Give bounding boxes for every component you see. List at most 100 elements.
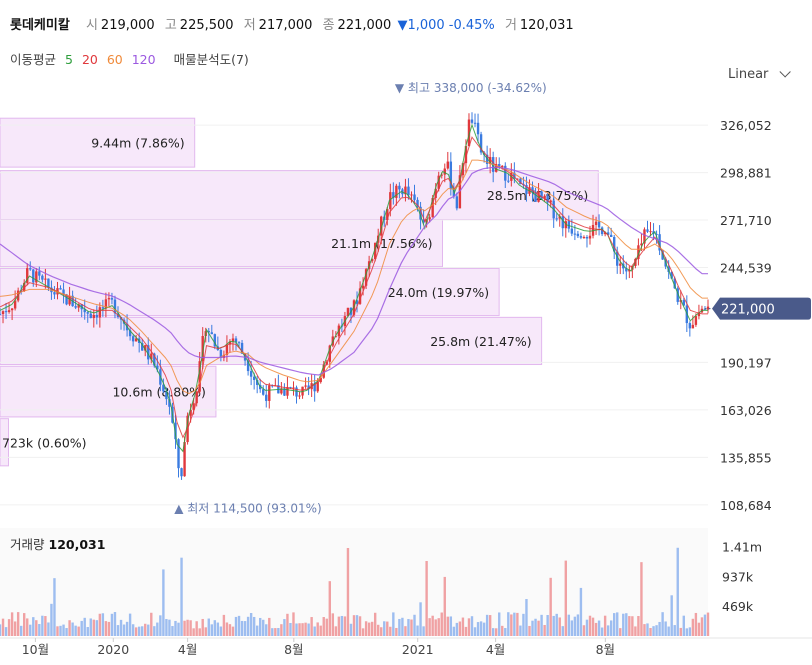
candle-body <box>286 386 289 396</box>
volume-bar <box>467 618 471 636</box>
volume-bar <box>162 569 165 636</box>
volume-bar <box>555 613 558 636</box>
volume-bar <box>92 619 95 636</box>
candle-body <box>47 278 50 288</box>
volume-bar <box>319 625 322 636</box>
volume-bar <box>95 620 99 636</box>
volume-bar <box>316 622 319 636</box>
ma-5-label: 5 <box>65 52 73 67</box>
candle-body <box>95 314 99 318</box>
y-tick-label: 190,197 <box>720 355 772 370</box>
volume-bar <box>168 619 171 636</box>
x-tick-label: 2020 <box>97 642 129 657</box>
volume-bar <box>401 617 404 636</box>
candle-body <box>422 219 425 223</box>
candle-body <box>673 278 676 289</box>
volume-bar <box>107 621 111 636</box>
candle-body <box>213 334 217 347</box>
candle-body <box>177 439 180 469</box>
volume-bar <box>613 613 616 636</box>
candle-body <box>600 227 604 235</box>
candle-body <box>531 187 534 193</box>
volume-bar <box>510 614 513 636</box>
candle-body <box>92 314 95 319</box>
volume-bar <box>16 612 20 636</box>
scale-selector[interactable]: Linear <box>728 66 791 82</box>
volume-bar <box>13 621 17 636</box>
candle-body <box>141 343 144 351</box>
grid-layer <box>0 124 708 506</box>
candle-body <box>392 192 395 198</box>
volume-bar <box>567 614 571 636</box>
candle-body <box>77 304 80 308</box>
candle-body <box>549 200 552 203</box>
volume-bar <box>65 628 68 636</box>
candle-body <box>131 336 135 342</box>
candle-body <box>7 310 11 313</box>
volume-bar <box>404 626 407 636</box>
volume-bar <box>540 614 543 636</box>
volume-bar <box>237 615 241 636</box>
volume-bar <box>513 612 516 636</box>
x-tick-label: 2021 <box>402 642 434 657</box>
candle-body <box>319 377 322 383</box>
candle-body <box>543 195 546 199</box>
volume-bar <box>703 614 707 636</box>
volume-bar <box>370 621 374 636</box>
volume-bar <box>186 619 189 636</box>
volume-bar <box>340 615 344 636</box>
volume-bar <box>174 620 177 636</box>
volume-bar <box>380 627 383 636</box>
volume-panel-label: 거래량 <box>10 537 45 552</box>
volume-profile-bar <box>0 316 543 366</box>
candle-body <box>597 221 601 228</box>
candle-body <box>41 275 44 280</box>
volume-bar <box>373 612 377 636</box>
candle-body <box>304 385 307 387</box>
x-tick-label: 8월 <box>284 642 303 657</box>
volume-bar <box>147 624 150 636</box>
candle-body <box>370 259 374 262</box>
volume-profile-bar <box>0 365 217 418</box>
volume-bar <box>171 626 174 636</box>
ma-120-line <box>0 166 708 376</box>
volume-bar <box>4 627 8 636</box>
volume-bar <box>670 595 673 636</box>
volume-bar <box>570 620 574 636</box>
candle-body <box>431 197 434 218</box>
indicator-bar: 이동평균 5 20 60 120 매물분석도(7) <box>10 49 254 68</box>
volume-bar <box>507 612 510 636</box>
candle-body <box>649 231 652 233</box>
volume-bar <box>649 627 652 636</box>
volume-bar <box>679 627 682 636</box>
volume-profile-bar <box>0 117 196 168</box>
volume-bar <box>198 628 201 636</box>
candle-body <box>89 313 92 319</box>
volume-bar <box>26 618 29 636</box>
volume-bar <box>44 616 47 636</box>
volume-bar <box>128 613 132 636</box>
volume-bar <box>661 612 664 636</box>
volume-bar <box>549 577 552 636</box>
volume-bar <box>274 628 277 636</box>
candle-body <box>628 269 631 272</box>
volume-bar <box>116 625 120 636</box>
candle-body <box>670 271 673 279</box>
volume-bar <box>473 627 477 636</box>
candle-body <box>358 288 362 304</box>
volume-profile-label[interactable]: 매물분석도(7) <box>173 52 249 67</box>
volume-bar <box>298 623 301 636</box>
volume-bar <box>89 618 92 636</box>
ma-120-label: 120 <box>131 52 156 67</box>
candle-body <box>603 232 607 235</box>
volume-bar <box>594 622 598 636</box>
volume-bar <box>479 621 483 636</box>
volume-bar <box>29 624 32 636</box>
volume-bar <box>676 547 679 636</box>
candle-body <box>361 285 365 289</box>
volume-tick-label: 937k <box>722 569 754 584</box>
volume-bar <box>591 617 595 636</box>
moving-average-title[interactable]: 이동평균 <box>10 52 57 67</box>
candle-body <box>546 195 549 203</box>
